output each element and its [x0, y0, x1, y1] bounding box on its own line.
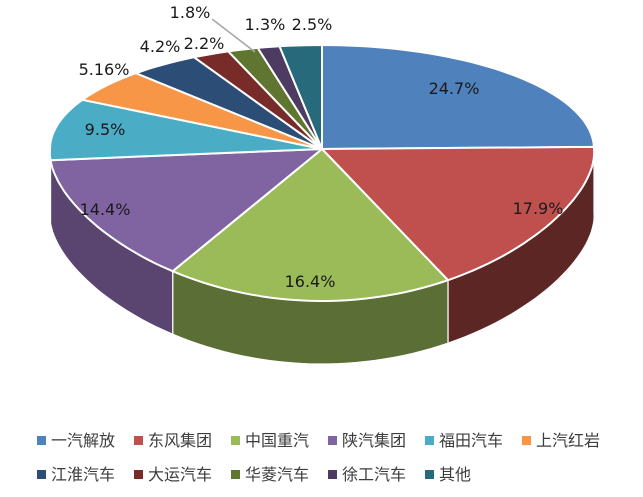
legend-label: 华菱汽车 [245, 464, 310, 484]
pie-slice-3[interactable] [49, 148, 323, 273]
legend-item[interactable]: 陕汽集团 [328, 430, 425, 451]
legend-item[interactable]: 中国重汽 [231, 430, 328, 451]
pie-3d-canvas [48, 18, 596, 365]
legend-item[interactable]: 大运汽车 [134, 464, 231, 485]
legend-label: 中国重汽 [245, 430, 310, 450]
pie-slice-4[interactable] [48, 98, 323, 162]
slice-value-label: 2.2% [183, 34, 225, 53]
legend-label: 上汽红岩 [536, 430, 601, 450]
pie-slice-10[interactable] [278, 44, 323, 150]
legend-swatch [328, 470, 337, 479]
legend-label: 大运汽车 [148, 464, 213, 484]
legend-item[interactable]: 一汽解放 [37, 430, 134, 451]
legend-item[interactable]: 华菱汽车 [231, 464, 328, 485]
pie-slice-5[interactable] [81, 72, 323, 150]
slice-value-label: 24.7% [428, 79, 480, 98]
legend-label: 徐工汽车 [342, 464, 407, 484]
label-leader-line [211, 18, 256, 53]
legend-item[interactable]: 江淮汽车 [37, 464, 134, 485]
legend-swatch [231, 436, 240, 445]
slice-value-label: 5.16% [78, 60, 130, 79]
legend-item[interactable]: 上汽红岩 [522, 430, 619, 451]
legend-label: 一汽解放 [51, 430, 116, 450]
legend-label: 东风集团 [148, 430, 213, 450]
legend-swatch [37, 470, 46, 479]
legend-swatch [231, 470, 240, 479]
legend-swatch [425, 436, 434, 445]
legend-label: 陕汽集团 [342, 430, 407, 450]
legend-swatch [425, 470, 434, 479]
slice-value-label: 17.9% [512, 199, 564, 218]
legend-label: 其他 [439, 464, 472, 484]
legend-swatch [134, 436, 143, 445]
legend-swatch [522, 436, 531, 445]
legend-swatch [37, 436, 46, 445]
slice-value-label: 4.2% [139, 37, 181, 56]
slice-value-label: 14.4% [79, 200, 131, 219]
pie-slice-6[interactable] [134, 56, 323, 150]
legend-item[interactable]: 福田汽车 [425, 430, 522, 451]
pie-slice-2[interactable] [171, 148, 449, 302]
slice-value-label: 2.5% [291, 15, 333, 34]
legend-label: 江淮汽车 [51, 464, 116, 484]
pie-slice-0[interactable] [321, 44, 595, 150]
pie-slice-1[interactable] [321, 145, 596, 282]
legend-item[interactable]: 其他 [425, 464, 522, 485]
slice-value-label: 1.3% [244, 15, 286, 34]
legend: 一汽解放 东风集团 中国重汽 陕汽集团 福田汽车 上汽红岩江淮汽车 大运汽车 华菱汽车 徐工汽车… [37, 430, 629, 485]
slice-value-label: 16.4% [284, 272, 336, 291]
legend-swatch [328, 436, 337, 445]
legend-swatch [134, 470, 143, 479]
slice-value-label: 1.8% [169, 3, 211, 22]
slice-value-label: 9.5% [84, 120, 126, 139]
legend-item[interactable]: 徐工汽车 [328, 464, 425, 485]
legend-label: 福田汽车 [439, 430, 504, 450]
legend-item[interactable]: 东风集团 [134, 430, 231, 451]
